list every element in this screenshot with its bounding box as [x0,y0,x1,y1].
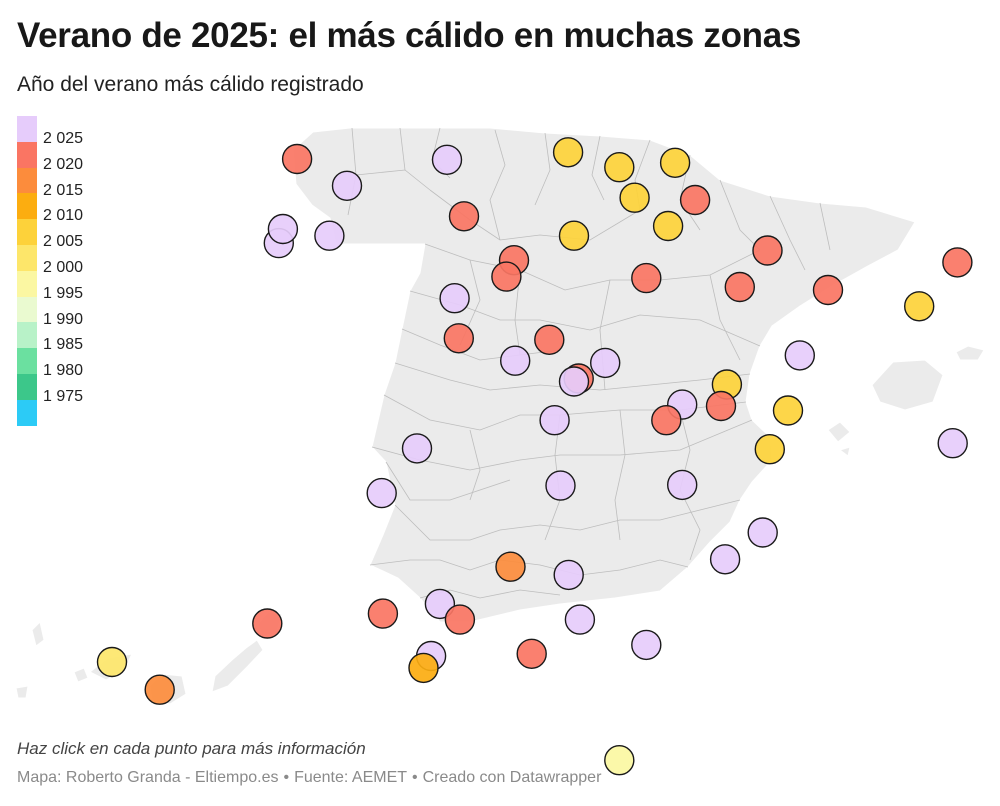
station-marker[interactable] [553,559,584,591]
land-layer [15,127,985,705]
station-marker[interactable] [812,274,844,306]
station-marker[interactable] [754,434,785,465]
station-marker[interactable] [652,210,684,242]
station-marker[interactable] [534,324,565,355]
byline-credit[interactable]: Creado con Datawrapper [422,769,602,786]
station-marker[interactable] [564,604,596,635]
station-marker[interactable] [267,213,299,245]
byline-source[interactable]: Fuente: AEMET [294,769,408,786]
byline-separator: • [412,769,418,786]
station-marker[interactable] [314,220,345,251]
station-marker[interactable] [558,366,590,397]
legend-label: 2 010 [43,207,84,225]
legend-swatch [17,322,37,349]
station-marker[interactable] [937,428,968,459]
legend-swatch [17,348,37,374]
legend-swatch [17,219,37,245]
la-palma-shape [31,621,45,647]
station-marker[interactable] [539,405,570,436]
mallorca-shape [871,359,944,411]
station-marker[interactable] [631,262,662,294]
legend-label: 1 985 [43,336,84,354]
station-marker[interactable] [367,598,399,629]
station-marker[interactable] [784,340,815,371]
legend-swatch [17,193,37,220]
station-marker[interactable] [444,604,476,635]
byline-separator: • [283,769,290,786]
legend-swatch [17,373,37,400]
station-marker[interactable] [516,638,547,669]
station-marker[interactable] [942,247,973,278]
legend-swatch [17,296,37,323]
legend-label: 1 995 [43,284,84,302]
notes-text: Haz click en cada punto para más informa… [17,739,366,758]
station-marker[interactable] [495,551,526,582]
station-marker[interactable] [604,151,635,183]
station-marker[interactable] [904,291,935,322]
station-marker[interactable] [252,608,283,639]
station-marker[interactable] [709,544,741,575]
station-marker[interactable] [747,517,778,548]
station-marker[interactable] [448,201,480,232]
station-marker[interactable] [679,184,711,216]
legend-swatch [17,270,37,297]
station-marker[interactable] [366,477,397,509]
byline-author[interactable]: Mapa: Roberto Granda - Eltiempo.es [17,769,279,786]
station-marker[interactable] [545,470,576,501]
legend-swatch [17,244,37,271]
formentera-shape [838,446,851,457]
station-marker[interactable] [631,629,662,661]
fuerteventura-shape [211,639,264,693]
station-marker[interactable] [491,261,522,292]
station-marker[interactable] [667,469,698,501]
chart-title: Verano de 2025: el más cálido en muchas … [17,16,802,55]
legend-label: 1 975 [43,387,84,405]
station-marker[interactable] [724,271,755,303]
station-marker[interactable] [590,347,621,379]
station-marker[interactable] [651,405,682,436]
station-marker[interactable] [772,395,804,426]
legend-label: 1 980 [43,362,84,380]
station-marker[interactable] [552,137,584,168]
el-hierro-shape [15,685,29,699]
station-marker[interactable] [408,652,439,684]
station-marker[interactable] [619,182,650,213]
ibiza-shape [827,421,851,443]
station-marker[interactable] [705,390,737,422]
station-marker[interactable] [752,235,783,266]
legend-swatch [17,141,37,168]
station-marker[interactable] [431,144,463,176]
legend-label: 2 015 [43,181,84,199]
station-marker[interactable] [443,323,474,354]
byline: Mapa: Roberto Granda - Eltiempo.es • Fuent… [17,769,601,787]
legend-label: 2 025 [43,130,84,147]
legend-label: 2 020 [43,155,84,173]
station-marker[interactable] [331,170,363,202]
station-marker[interactable] [659,147,691,179]
chart-subtitle: Año del verano más cálido registrado [17,73,364,96]
station-marker[interactable] [439,283,470,314]
legend-swatch [17,116,37,142]
legend-label: 2 000 [43,258,84,276]
legend-label: 1 990 [43,310,84,328]
station-marker[interactable] [281,143,313,175]
legend-swatch [17,399,37,426]
station-markers[interactable] [96,137,973,776]
station-marker[interactable] [96,646,128,678]
legend-label: 2 005 [43,233,84,251]
menorca-shape [955,345,985,361]
station-marker[interactable] [144,674,175,705]
station-marker[interactable] [401,433,433,464]
station-marker[interactable] [604,745,635,776]
legend-swatch [17,167,37,194]
station-marker[interactable] [558,220,590,251]
la-gomera-shape [73,667,89,683]
station-marker[interactable] [500,345,531,376]
station-marker[interactable] [424,588,456,620]
